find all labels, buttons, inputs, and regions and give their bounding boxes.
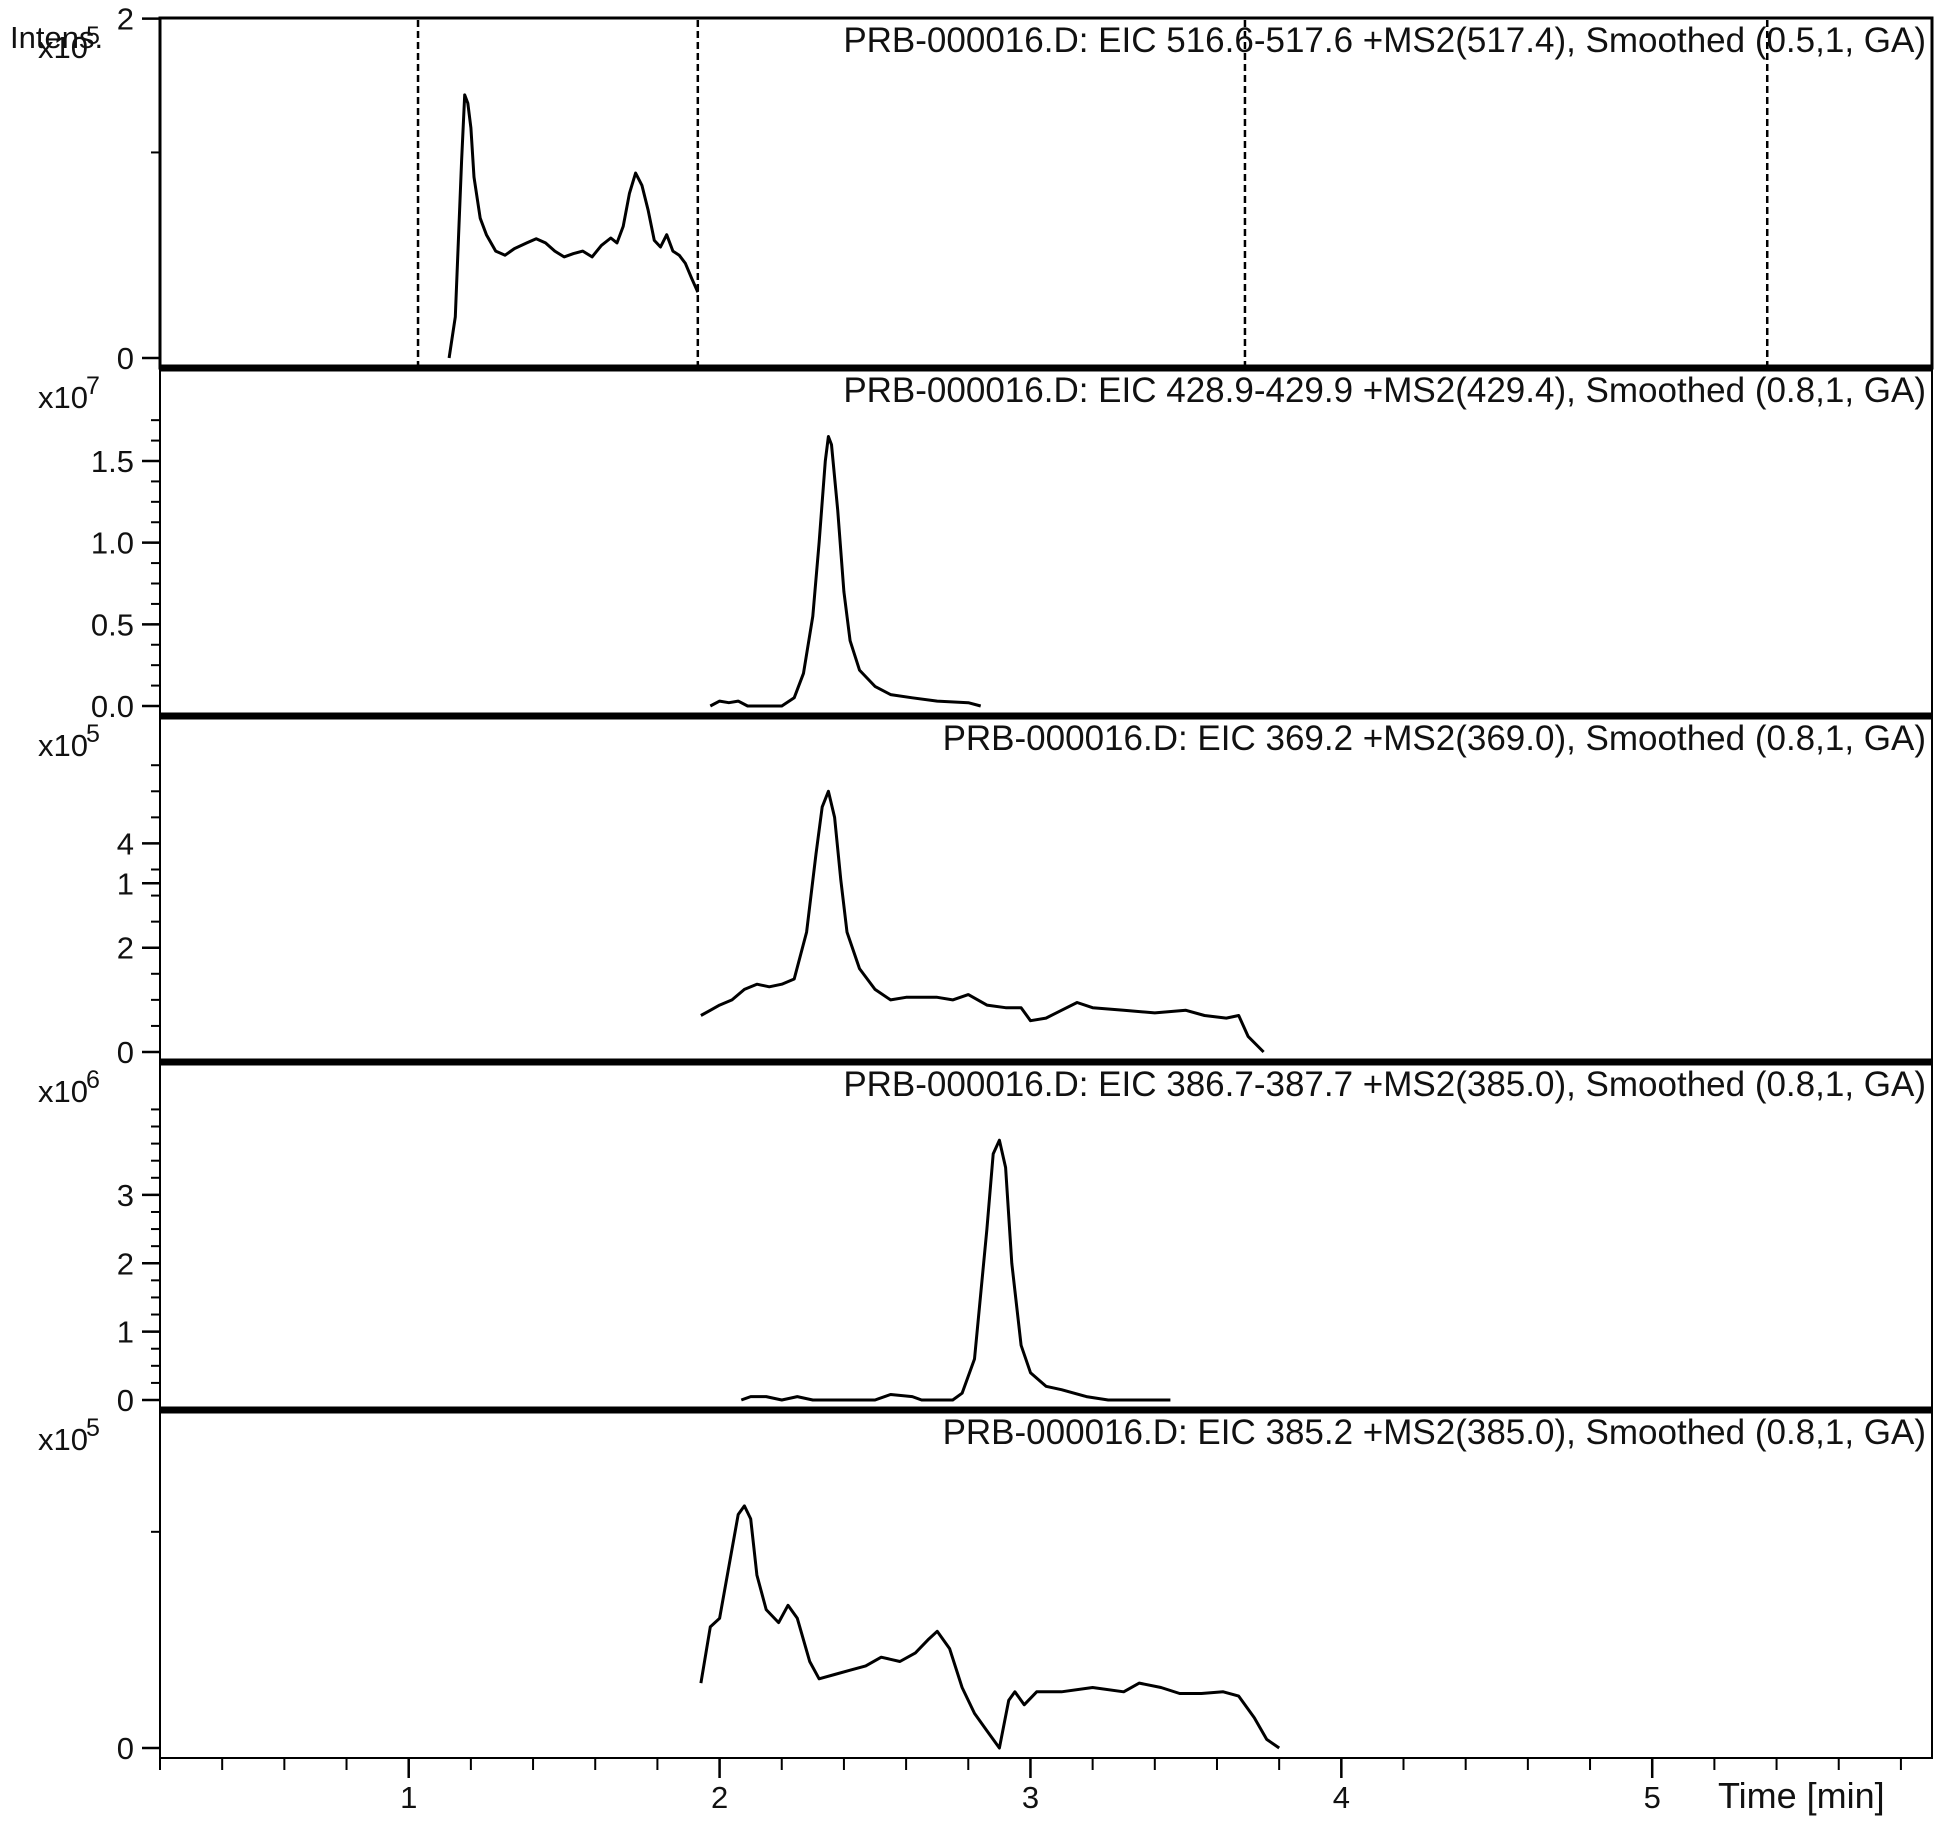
x-tick-label: 5 (1644, 1780, 1661, 1815)
panel-3-y-exponent: 5 (86, 720, 100, 748)
panel-2-y-tick-label: 0.5 (91, 607, 134, 642)
x-axis-label: Time [min] (1718, 1775, 1885, 1816)
x-tick-label: 2 (711, 1780, 728, 1815)
panel-5-y-exponent: 5 (86, 1414, 100, 1442)
panel-3-y-exponent-label: x10 (38, 728, 88, 763)
x-tick-label: 4 (1333, 1780, 1350, 1815)
panel-5-y-tick-label: 2 (117, 2, 134, 37)
x-tick-label: 3 (1022, 1780, 1039, 1815)
panel-2-y-tick-label: 1.0 (91, 526, 134, 561)
panel-4-y-tick-label: 0 (117, 1383, 134, 1418)
panel-5-title: PRB-000016.D: EIC 385.2 +MS2(385.0), Smo… (943, 1413, 1926, 1452)
panel-1-y-exponent-label: x10 (38, 30, 88, 65)
panel-4-y-tick-label: 1 (117, 1315, 134, 1350)
panel-3-y-tick-label: 4 (117, 826, 134, 861)
panel-1-title: PRB-000016.D: EIC 516.6-517.6 +MS2(517.4… (843, 21, 1926, 60)
y-axis-title: Intens. (10, 20, 103, 55)
panel-2-y-exponent-label: x10 (38, 380, 88, 415)
panel-4-y-exponent: 6 (86, 1066, 100, 1094)
panel-4-trace (740, 1138, 1171, 1402)
panel-5-trace (699, 1504, 1281, 1750)
panel-1-y-tick-label: 0 (117, 341, 134, 376)
panel-2-y-tick-label: 0.0 (91, 689, 134, 724)
panel-2-trace (709, 435, 982, 708)
panel-2-title: PRB-000016.D: EIC 428.9-429.9 +MS2(429.4… (843, 371, 1926, 410)
x-tick-label: 1 (400, 1780, 417, 1815)
panel-4-y-tick-label: 3 (117, 1178, 134, 1213)
panel-3-y-tick-label: 0 (117, 1035, 134, 1070)
panel-2-y-tick-label: 1.5 (91, 444, 134, 479)
panel-3-trace (700, 789, 1265, 1054)
panel-5-y-tick-label: 0 (117, 1731, 134, 1766)
panel-1-trace (447, 93, 700, 359)
panel-5-y-exponent-label: x10 (38, 1422, 88, 1457)
panel-1-y-exponent: 5 (86, 22, 100, 50)
panel-3-title: PRB-000016.D: EIC 369.2 +MS2(369.0), Smo… (943, 719, 1926, 758)
panel-3-y-tick-label: 2 (117, 931, 134, 966)
panel-2-y-exponent: 7 (86, 372, 100, 400)
panel-4-y-exponent-label: x10 (38, 1074, 88, 1109)
panel-4-y-tick-label: 2 (117, 1246, 134, 1281)
panel-5-y-tick-label: 1 (117, 866, 134, 901)
panel-4-title: PRB-000016.D: EIC 386.7-387.7 +MS2(385.0… (843, 1065, 1926, 1104)
